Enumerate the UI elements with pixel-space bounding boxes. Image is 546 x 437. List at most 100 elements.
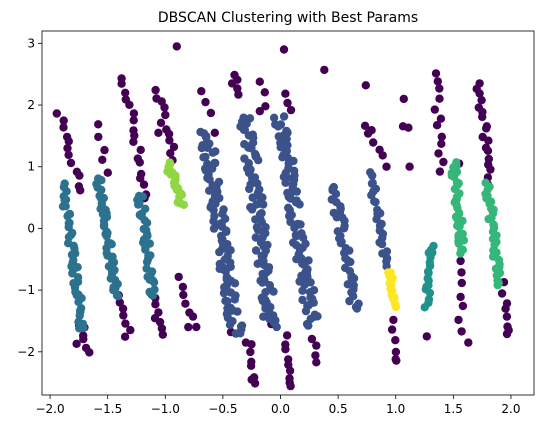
x-axis-ticks: −2.0 −1.5 −1.0 −0.5 0.0 0.5 1.0 1.5 2.0 — [35, 395, 520, 416]
data-point-series-1 — [209, 149, 217, 157]
data-point-series-0 — [256, 107, 264, 115]
data-point-series-0 — [160, 103, 168, 111]
data-point-series-0 — [117, 80, 125, 88]
points-layer — [53, 42, 513, 390]
data-point-series-1 — [215, 248, 223, 256]
x-tick-label: 1.0 — [386, 402, 405, 416]
data-point-series-0 — [256, 78, 264, 86]
data-point-series-0 — [85, 348, 93, 356]
data-point-series-0 — [312, 358, 320, 366]
data-point-series-0 — [456, 257, 464, 265]
data-point-series-0 — [181, 300, 189, 308]
data-point-series-0 — [94, 120, 102, 128]
data-point-series-0 — [192, 323, 200, 331]
data-point-series-1 — [248, 205, 256, 213]
data-point-series-2 — [150, 278, 158, 286]
data-point-series-0 — [125, 101, 133, 109]
x-tick-label: 0.0 — [271, 402, 290, 416]
data-point-series-0 — [75, 171, 83, 179]
data-point-series-0 — [119, 311, 127, 319]
data-point-series-1 — [259, 200, 267, 208]
data-point-series-0 — [242, 338, 250, 346]
data-point-series-0 — [261, 88, 269, 96]
data-point-series-0 — [248, 375, 256, 383]
data-point-series-0 — [94, 133, 102, 141]
data-point-series-0 — [126, 326, 134, 334]
data-point-series-0 — [477, 96, 485, 104]
data-point-series-0 — [435, 95, 443, 103]
data-point-series-6 — [392, 303, 400, 311]
data-point-series-0 — [179, 291, 187, 299]
data-point-series-1 — [290, 224, 298, 232]
x-tick-label: −1.0 — [151, 402, 180, 416]
data-point-series-0 — [161, 111, 169, 119]
data-point-series-0 — [388, 325, 396, 333]
data-point-series-0 — [228, 79, 236, 87]
data-point-series-1 — [304, 321, 312, 329]
data-point-series-1 — [258, 278, 266, 286]
data-point-series-0 — [287, 106, 295, 114]
data-point-series-0 — [457, 268, 465, 276]
x-tick-label: 0.5 — [329, 402, 348, 416]
y-tick-label: −1 — [17, 283, 35, 297]
data-point-series-0 — [189, 312, 197, 320]
data-point-series-0 — [281, 90, 289, 98]
data-point-series-0 — [151, 300, 159, 308]
data-point-series-0 — [234, 90, 242, 98]
data-point-series-0 — [434, 77, 442, 85]
data-point-series-0 — [486, 165, 494, 173]
data-point-series-0 — [286, 379, 294, 387]
data-point-series-0 — [505, 326, 513, 334]
data-point-series-0 — [362, 81, 370, 89]
data-point-series-0 — [286, 367, 294, 375]
data-point-series-0 — [137, 146, 145, 154]
data-point-series-0 — [130, 116, 138, 124]
data-point-series-5 — [180, 201, 188, 209]
y-tick-label: 0 — [27, 221, 35, 235]
data-point-series-1 — [210, 224, 218, 232]
data-point-series-0 — [484, 147, 492, 155]
data-point-series-0 — [211, 129, 219, 137]
data-point-series-0 — [59, 123, 67, 131]
data-point-series-0 — [456, 293, 464, 301]
data-point-series-2 — [61, 202, 69, 210]
data-point-series-0 — [433, 121, 441, 129]
x-tick-label: −2.0 — [35, 402, 64, 416]
data-point-series-4 — [494, 281, 502, 289]
data-point-series-0 — [423, 332, 431, 340]
data-point-series-0 — [173, 42, 181, 50]
data-point-series-0 — [179, 283, 187, 291]
data-point-series-0 — [320, 66, 328, 74]
data-point-series-0 — [72, 340, 80, 348]
data-point-series-2 — [114, 292, 122, 300]
data-point-series-0 — [247, 362, 255, 370]
data-point-series-0 — [312, 341, 320, 349]
data-point-series-1 — [278, 153, 286, 161]
data-point-series-0 — [67, 159, 75, 167]
data-point-series-1 — [368, 171, 376, 179]
y-axis-ticks: −2−10123 — [17, 36, 42, 358]
x-tick-label: 2.0 — [501, 402, 520, 416]
data-point-series-2 — [75, 324, 83, 332]
data-point-series-1 — [233, 307, 241, 315]
x-tick-label: −0.5 — [208, 402, 237, 416]
data-point-series-0 — [379, 151, 387, 159]
data-point-series-0 — [392, 348, 400, 356]
x-tick-label: −1.5 — [93, 402, 122, 416]
data-point-series-2 — [149, 291, 157, 299]
data-point-series-1 — [231, 279, 239, 287]
data-point-series-0 — [437, 140, 445, 148]
data-point-series-0 — [501, 305, 509, 313]
data-point-series-0 — [76, 186, 84, 194]
data-point-series-1 — [254, 156, 262, 164]
data-point-series-0 — [64, 151, 72, 159]
data-point-series-0 — [457, 327, 465, 335]
data-point-series-0 — [121, 333, 129, 341]
data-point-series-0 — [281, 345, 289, 353]
data-point-series-1 — [245, 185, 253, 193]
data-point-series-0 — [389, 316, 397, 324]
data-point-series-1 — [281, 179, 289, 187]
data-point-series-0 — [431, 105, 439, 113]
data-point-series-0 — [459, 302, 467, 310]
